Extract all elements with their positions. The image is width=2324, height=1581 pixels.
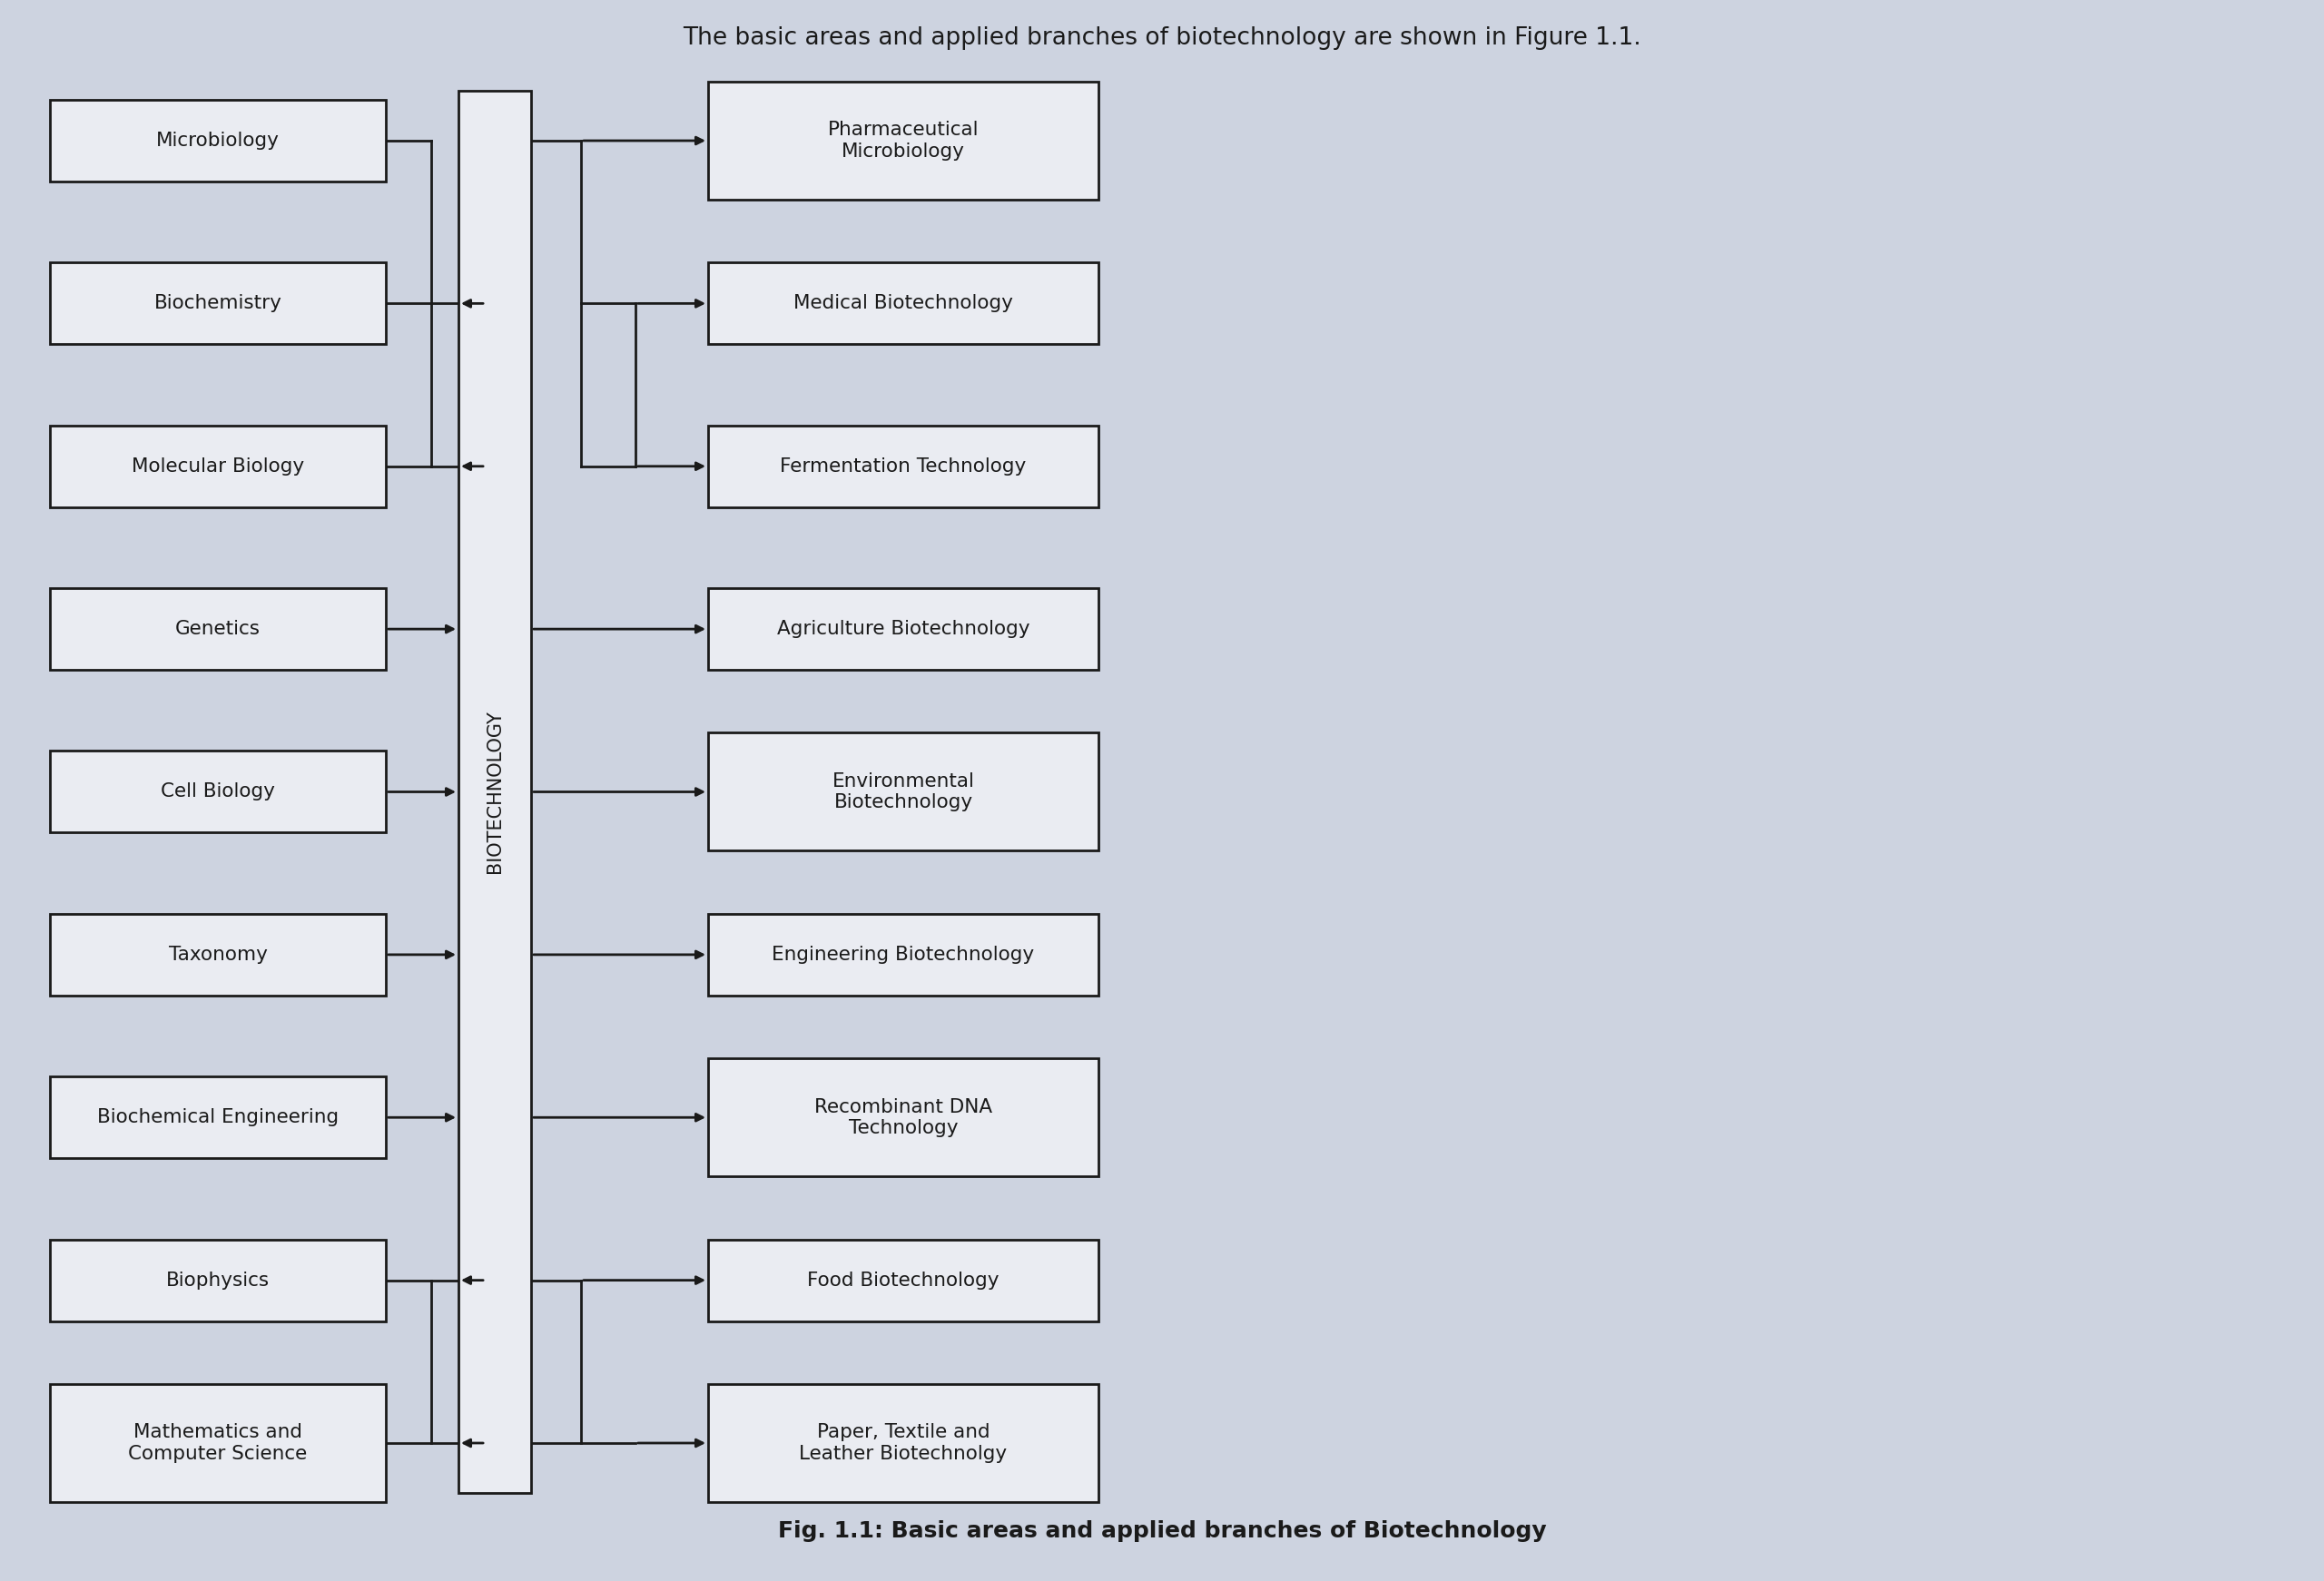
Text: Molecular Biology: Molecular Biology: [132, 457, 304, 476]
Text: Fermentation Technology: Fermentation Technology: [781, 457, 1027, 476]
Text: Biochemistry: Biochemistry: [153, 294, 281, 313]
Text: The basic areas and applied branches of biotechnology are shown in Figure 1.1.: The basic areas and applied branches of …: [683, 27, 1641, 51]
Text: Food Biotechnology: Food Biotechnology: [806, 1271, 999, 1290]
Text: Medical Biotechnology: Medical Biotechnology: [792, 294, 1013, 313]
FancyBboxPatch shape: [49, 1383, 386, 1502]
Text: Paper, Textile and
Leather Biotechnolgy: Paper, Textile and Leather Biotechnolgy: [799, 1423, 1006, 1462]
FancyBboxPatch shape: [49, 1077, 386, 1159]
FancyBboxPatch shape: [49, 588, 386, 670]
FancyBboxPatch shape: [49, 751, 386, 833]
FancyBboxPatch shape: [458, 90, 532, 1492]
FancyBboxPatch shape: [49, 1240, 386, 1322]
FancyBboxPatch shape: [49, 914, 386, 996]
Text: Recombinant DNA
Technology: Recombinant DNA Technology: [813, 1097, 992, 1137]
Text: Cell Biology: Cell Biology: [160, 783, 274, 802]
Text: Taxonomy: Taxonomy: [167, 945, 267, 964]
Text: Genetics: Genetics: [174, 620, 260, 639]
Text: Mathematics and
Computer Science: Mathematics and Computer Science: [128, 1423, 307, 1462]
Text: Biochemical Engineering: Biochemical Engineering: [98, 1108, 339, 1127]
Text: Pharmaceutical
Microbiology: Pharmaceutical Microbiology: [827, 122, 978, 160]
FancyBboxPatch shape: [709, 1383, 1099, 1502]
FancyBboxPatch shape: [709, 1058, 1099, 1176]
FancyBboxPatch shape: [709, 262, 1099, 345]
FancyBboxPatch shape: [49, 425, 386, 508]
FancyBboxPatch shape: [709, 82, 1099, 199]
FancyBboxPatch shape: [709, 734, 1099, 851]
FancyBboxPatch shape: [49, 262, 386, 345]
Text: Agriculture Biotechnology: Agriculture Biotechnology: [776, 620, 1030, 639]
FancyBboxPatch shape: [709, 914, 1099, 996]
Text: Microbiology: Microbiology: [156, 131, 279, 150]
FancyBboxPatch shape: [49, 100, 386, 182]
Text: BIOTECHNOLOGY: BIOTECHNOLOGY: [486, 710, 504, 873]
FancyBboxPatch shape: [709, 425, 1099, 508]
FancyBboxPatch shape: [709, 588, 1099, 670]
Text: Biophysics: Biophysics: [165, 1271, 270, 1290]
Text: Engineering Biotechnology: Engineering Biotechnology: [772, 945, 1034, 964]
Text: Fig. 1.1: Basic areas and applied branches of Biotechnology: Fig. 1.1: Basic areas and applied branch…: [779, 1521, 1545, 1541]
Text: Environmental
Biotechnology: Environmental Biotechnology: [832, 772, 974, 811]
FancyBboxPatch shape: [709, 1240, 1099, 1322]
